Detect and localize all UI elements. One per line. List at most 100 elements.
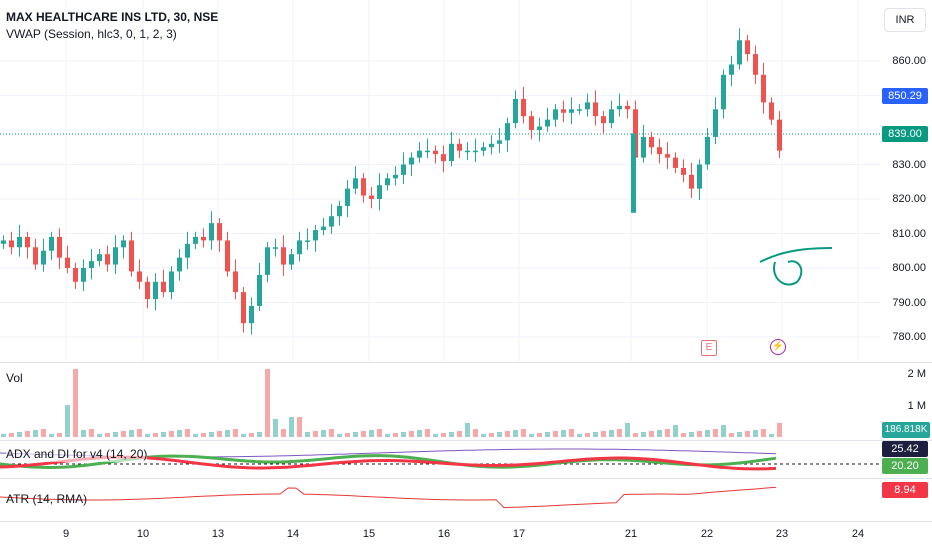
candle-body — [545, 119, 550, 127]
candle-body — [137, 271, 142, 282]
candle-body — [417, 150, 422, 158]
volume-bar — [609, 430, 614, 437]
volume-bar — [105, 433, 110, 437]
candle-body — [569, 109, 574, 113]
volume-bar — [209, 432, 214, 437]
volume-tick: 2 M — [907, 368, 926, 380]
candle-body — [601, 116, 606, 124]
volume-pane[interactable] — [0, 363, 880, 440]
volume-bar — [289, 417, 294, 437]
price-tick: 780.00 — [892, 331, 926, 343]
candle-body — [409, 157, 414, 165]
candle-body — [481, 147, 486, 151]
volume-bar — [377, 429, 382, 437]
volume-bar — [345, 433, 350, 437]
price-pane[interactable] — [0, 0, 880, 362]
candle-body — [625, 105, 630, 110]
pane-divider[interactable] — [0, 440, 932, 441]
price-axis[interactable]: 860.00 830.00 820.00 810.00 800.00 790.0… — [880, 0, 932, 362]
volume-bar — [689, 432, 694, 437]
candle-body — [705, 136, 710, 165]
time-tick: 14 — [286, 528, 300, 540]
candle-body — [593, 102, 598, 117]
volume-bar — [457, 431, 462, 437]
volume-bar — [505, 431, 510, 437]
candle-body — [769, 102, 774, 120]
volume-bar — [449, 432, 454, 437]
candle-body — [97, 254, 102, 262]
volume-bar — [633, 433, 638, 437]
candle-body — [665, 154, 670, 158]
time-tick: 24 — [851, 528, 865, 540]
volume-bar — [313, 431, 318, 437]
volume-bar — [257, 432, 262, 437]
time-axis-divider — [0, 521, 932, 522]
volume-bar — [433, 434, 438, 437]
candle-body — [153, 281, 158, 300]
time-tick: 10 — [136, 528, 150, 540]
volume-bar — [705, 430, 710, 437]
volume-bar — [769, 434, 774, 437]
price-tick: 800.00 — [892, 262, 926, 274]
candle-body — [57, 236, 62, 258]
lightning-icon[interactable]: ⚡ — [770, 339, 786, 355]
volume-bar — [417, 430, 422, 437]
volume-bar — [465, 423, 470, 437]
candle-body — [169, 271, 174, 293]
candle-body — [673, 157, 678, 168]
symbol-title: MAX HEALTHCARE INS LTD, 30, NSE — [6, 10, 219, 24]
volume-bar — [657, 430, 662, 437]
candle-body — [177, 257, 182, 272]
candle-body — [73, 268, 78, 282]
drawing-stroke — [773, 260, 803, 286]
pane-divider[interactable] — [0, 478, 932, 479]
volume-bar — [649, 431, 654, 437]
di-tag: 20.20 — [882, 458, 928, 474]
volume-bar — [153, 433, 158, 437]
candle-body — [609, 109, 614, 124]
candle-body — [377, 185, 382, 199]
time-tick: 23 — [775, 528, 789, 540]
candle-body — [49, 236, 54, 251]
volume-bar — [81, 430, 86, 437]
candle-body — [25, 236, 30, 248]
volume-bar — [369, 430, 374, 437]
adx-legend: ADX and DI for v4 (14, 20) — [6, 447, 148, 462]
candle-body — [369, 195, 374, 199]
candle-body — [689, 174, 694, 189]
volume-bar — [697, 431, 702, 437]
currency-button[interactable]: INR — [884, 8, 926, 32]
price-tick: 810.00 — [892, 228, 926, 240]
candle-body — [465, 150, 470, 153]
volume-bar — [265, 369, 270, 437]
candlestick-chart[interactable] — [0, 0, 880, 362]
candle-body — [713, 109, 718, 137]
atr-line — [0, 486, 777, 509]
candle-body — [241, 292, 246, 324]
candle-body — [81, 268, 86, 282]
volume-bar — [233, 429, 238, 437]
volume-bar — [777, 423, 782, 437]
volume-bar — [137, 429, 142, 437]
volume-bar — [513, 430, 518, 437]
candle-body — [161, 281, 166, 293]
atr-pane[interactable] — [0, 479, 880, 521]
candle-body — [505, 123, 510, 141]
candle-body — [225, 240, 230, 272]
volume-bar — [161, 432, 166, 437]
volume-bar — [737, 432, 742, 437]
candle-body — [649, 136, 654, 148]
volume-bar — [201, 433, 206, 437]
volume-bar — [617, 429, 622, 437]
volume-bar — [721, 425, 726, 437]
candle-body — [265, 247, 270, 275]
volume-axis[interactable]: 2 M 1 M — [880, 363, 932, 440]
candle-body — [305, 240, 310, 242]
candle-body — [289, 254, 294, 265]
candle-body — [753, 54, 758, 75]
earnings-marker[interactable]: E — [701, 340, 717, 356]
volume-bar — [217, 431, 222, 437]
volume-bar — [273, 419, 278, 437]
pane-divider[interactable] — [0, 362, 932, 363]
price-tick: 860.00 — [892, 55, 926, 67]
